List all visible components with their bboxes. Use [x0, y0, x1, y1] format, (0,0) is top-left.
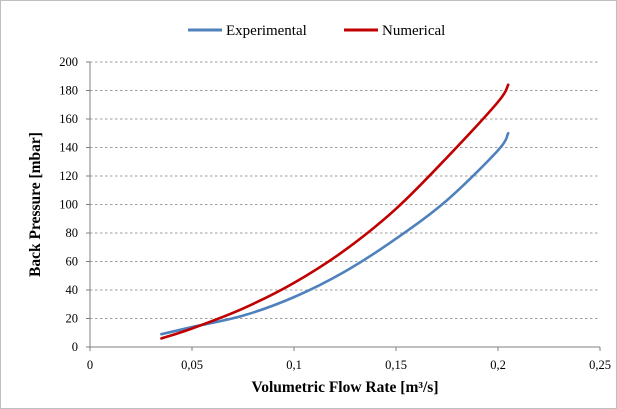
y-tick-label: 60	[66, 255, 79, 269]
legend-label-experimental: Experimental	[226, 23, 307, 39]
y-tick-label: 20	[66, 312, 79, 326]
series-lines	[160, 83, 510, 340]
x-tick-label: 0,15	[385, 358, 407, 372]
y-tick-label: 100	[59, 198, 78, 212]
y-tick-label: 140	[59, 141, 78, 155]
x-axis-title: Volumetric Flow Rate [m³/s]	[251, 379, 438, 396]
x-tick-label: 0,1	[286, 358, 302, 372]
tick-labels: 0 20 40 60 80 100 120 140 160 180 200 0 0,05 0,1 0,15 0…	[59, 55, 611, 372]
series-line-numerical	[160, 83, 510, 340]
grid-lines	[90, 61, 600, 319]
y-tick-label: 180	[59, 84, 78, 98]
y-tick-label: 40	[66, 283, 79, 297]
x-tick-label: 0,05	[181, 358, 203, 372]
x-tick-label: 0,2	[490, 358, 506, 372]
series-line-experimental	[160, 131, 510, 336]
y-tick-label: 120	[59, 169, 78, 183]
y-tick-label: 200	[59, 55, 78, 69]
x-tick-label: 0	[87, 358, 93, 372]
axes	[86, 61, 601, 351]
y-axis-title: Back Pressure [mbar]	[27, 132, 44, 277]
y-tick-label: 80	[66, 226, 79, 240]
legend-label-numerical: Numerical	[382, 23, 445, 39]
y-tick-label: 0	[72, 340, 78, 354]
x-tick-label: 0,25	[589, 358, 611, 372]
legend: Experimental Numerical	[188, 23, 445, 39]
y-tick-label: 160	[59, 112, 78, 126]
